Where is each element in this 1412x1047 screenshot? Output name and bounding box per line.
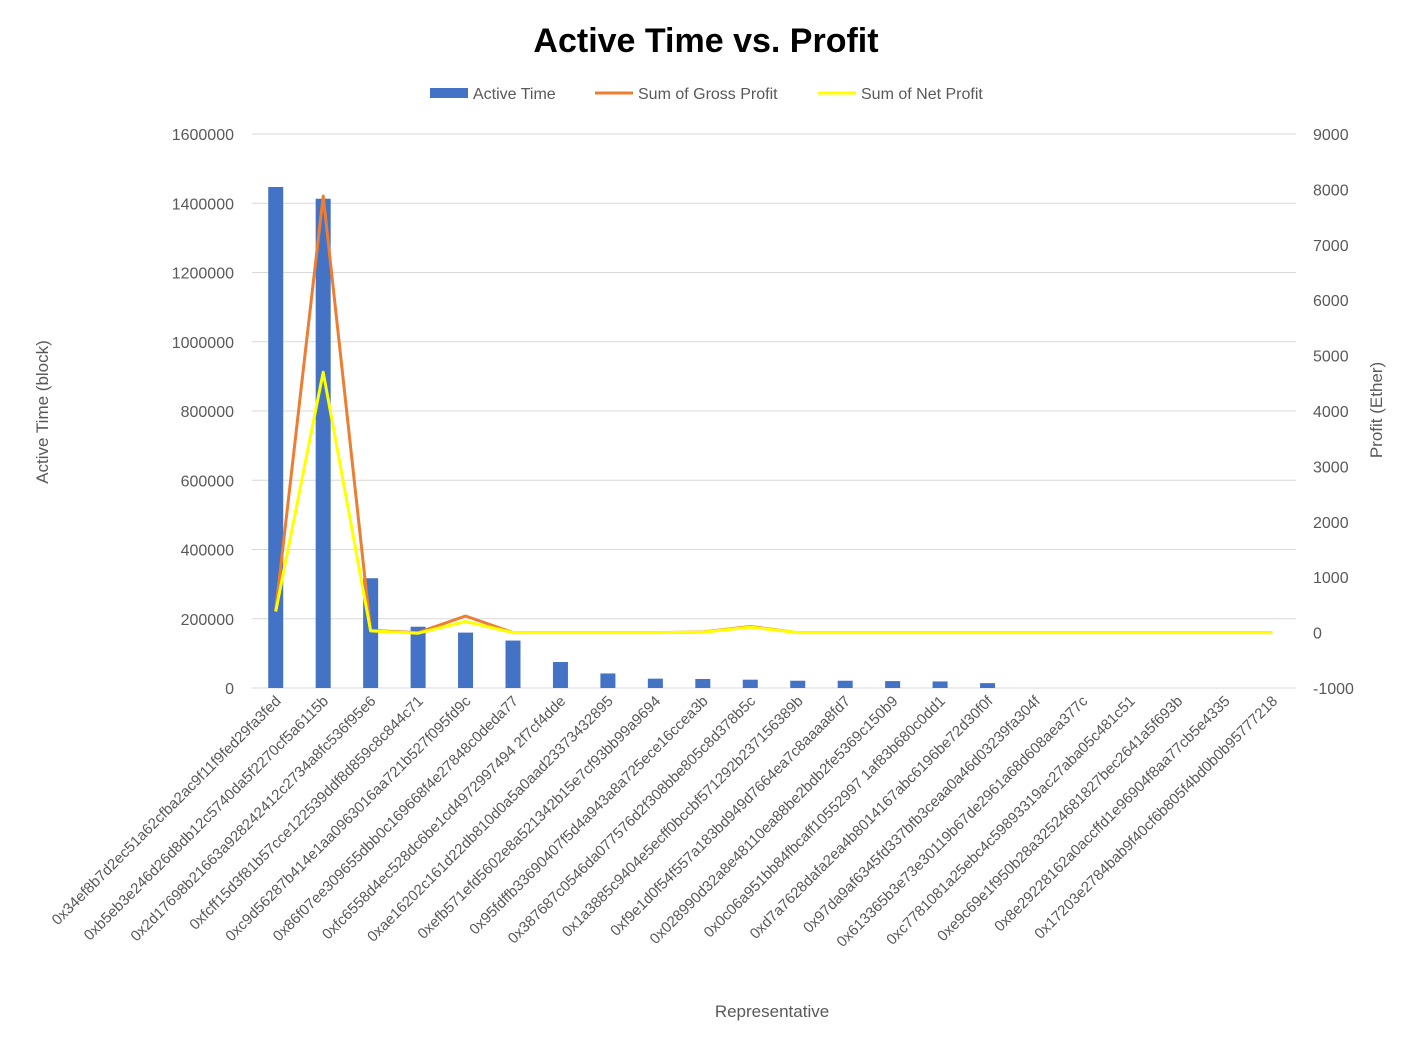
y-tick-label: 1600000 (172, 127, 234, 144)
y-tick-label: 0 (225, 681, 234, 698)
line-series (274, 194, 1273, 635)
x-axis-title: Representative (715, 1002, 829, 1021)
bar-active-time (505, 640, 521, 688)
bar-active-time (790, 680, 806, 688)
y-axis-left: 0 200000 400000 600000 800000 1000000 1200000 1… (172, 127, 234, 698)
legend-label-net-profit: Sum of Net Profit (861, 86, 983, 103)
y-tick-label: 1000000 (172, 335, 234, 352)
y-tick-label: 600000 (181, 473, 234, 490)
legend: Active Time Sum of Gross Profit Sum of N… (430, 86, 983, 103)
x-axis: 0x34ef8b7d2ec51a62cfba2ac9f11f9fed29fa3f… (49, 692, 1281, 950)
y-tick-label: 1200000 (172, 266, 234, 283)
y2-tick-label: 8000 (1313, 182, 1349, 199)
line-net-profit (274, 370, 1273, 635)
bar-active-time (932, 681, 948, 688)
chart-title: Active Time vs. Profit (533, 22, 878, 60)
line-gross-profit (274, 194, 1273, 635)
bar-active-time (315, 198, 331, 688)
bar-active-time (837, 680, 853, 688)
y2-tick-label: 3000 (1313, 459, 1349, 476)
bar-active-time (458, 632, 474, 688)
bar-active-time (410, 626, 426, 688)
bar-active-time (268, 186, 284, 688)
bar-active-time (600, 673, 616, 688)
bar-active-time (552, 662, 568, 688)
y2-tick-label: 0 (1313, 626, 1322, 643)
y2-axis-title: Profit (Ether) (1367, 362, 1386, 458)
bar-active-time (695, 678, 711, 688)
bar-active-time (885, 681, 901, 688)
y2-tick-label: 2000 (1313, 515, 1349, 532)
y2-tick-label: 4000 (1313, 404, 1349, 421)
y2-tick-label: 7000 (1313, 238, 1349, 255)
y-tick-label: 800000 (181, 404, 234, 421)
y2-tick-label: 1000 (1313, 570, 1349, 587)
legend-label-active-time: Active Time (473, 86, 556, 103)
y2-tick-label: -1000 (1313, 681, 1354, 698)
bar-active-time (980, 683, 996, 688)
bar-series-active-time (268, 186, 996, 688)
gridlines (252, 133, 1296, 689)
y2-tick-label: 5000 (1313, 349, 1349, 366)
y-tick-label: 1400000 (172, 196, 234, 213)
y-tick-label: 200000 (181, 612, 234, 629)
legend-label-gross-profit: Sum of Gross Profit (638, 86, 778, 103)
bar-active-time (742, 679, 758, 688)
y-tick-label: 400000 (181, 543, 234, 560)
y2-tick-label: 9000 (1313, 127, 1349, 144)
y2-tick-label: 6000 (1313, 293, 1349, 310)
y-axis-title: Active Time (block) (33, 340, 52, 484)
y-axis-right: -1000 0 1000 2000 3000 4000 5000 6000 7000 8000 90… (1313, 127, 1354, 698)
bar-active-time (647, 678, 663, 688)
legend-swatch-active-time (430, 88, 468, 98)
